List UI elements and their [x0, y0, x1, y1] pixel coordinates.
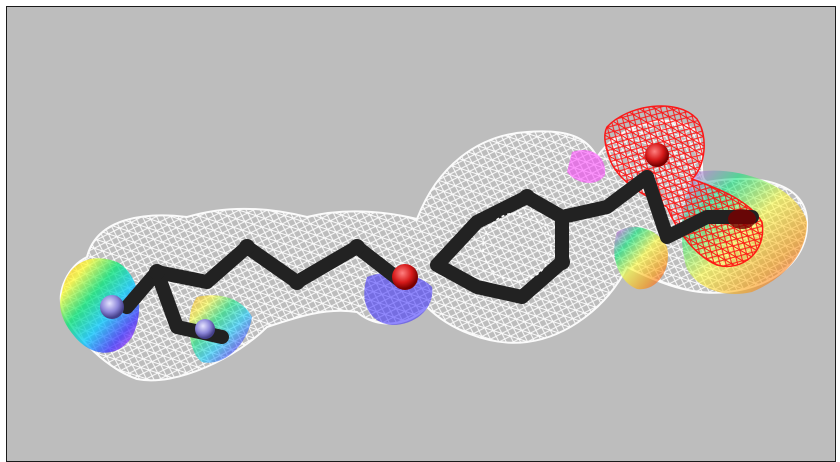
- molecule-viewer-frame: [6, 6, 836, 462]
- aromatic-ring: [482, 212, 552, 282]
- nitrogen-atom: [195, 319, 215, 339]
- molecule-3d-viewport[interactable]: [7, 7, 835, 461]
- nitrogen-atom: [100, 295, 124, 319]
- oxygen-atom: [728, 209, 756, 229]
- oxygen-atom: [645, 143, 669, 167]
- oxygen-atom: [392, 264, 418, 290]
- molecule-surface-icon: [59, 105, 809, 382]
- mesh-lobe-left: [60, 258, 140, 353]
- mesh-lobe-oxygen: [604, 105, 764, 268]
